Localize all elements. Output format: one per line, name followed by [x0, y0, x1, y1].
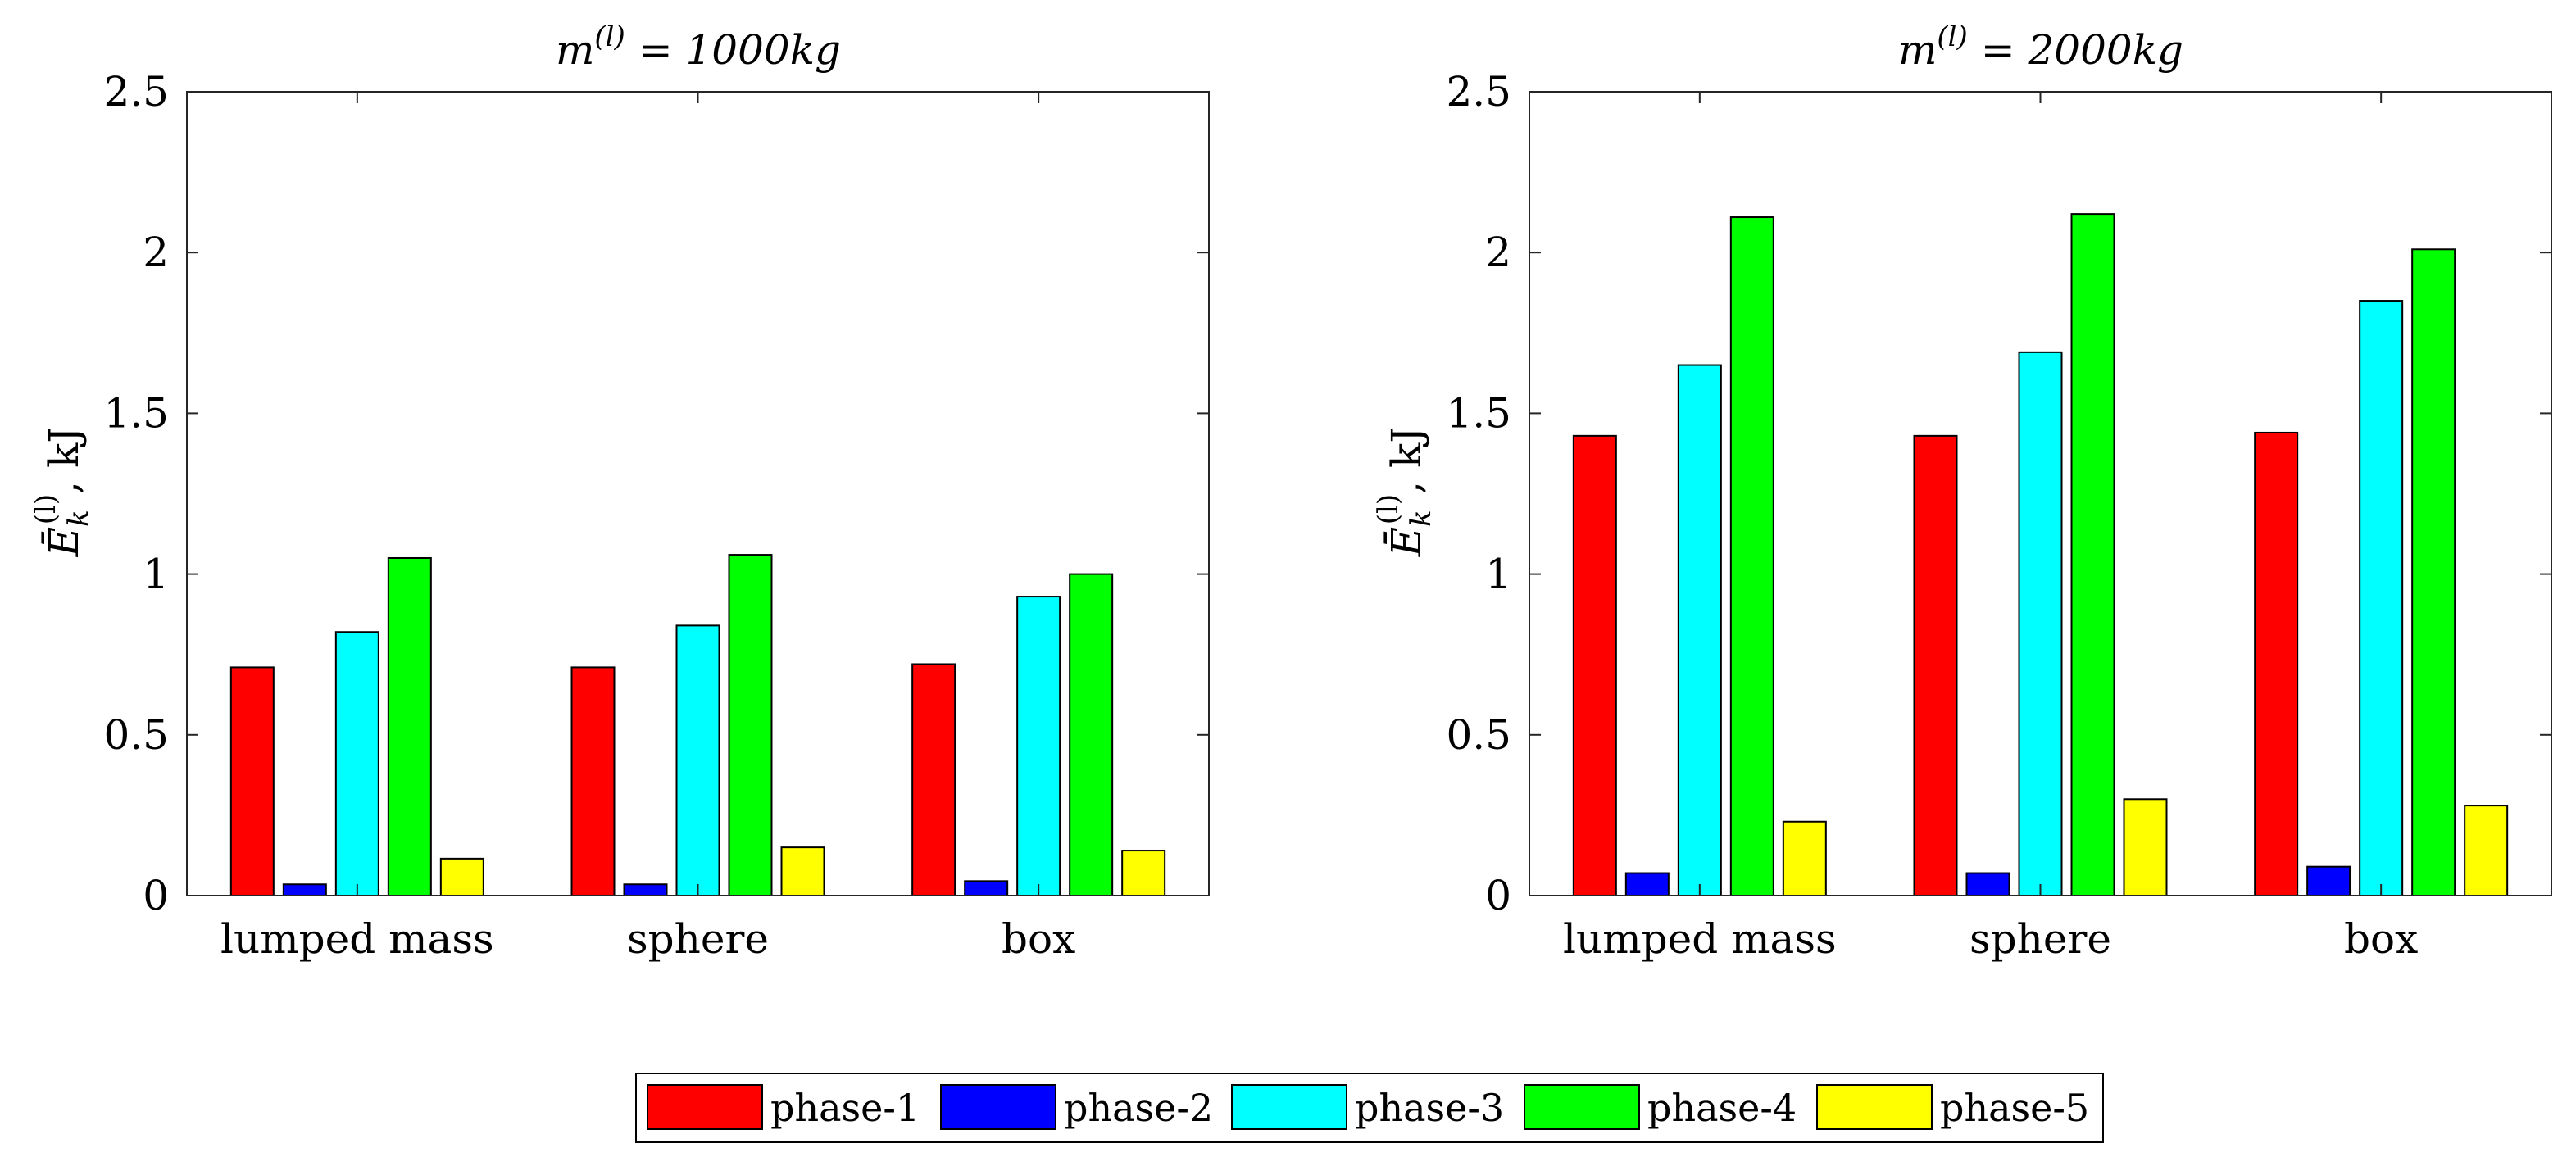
bar-phase-2-sphere — [1965, 872, 2010, 896]
bar-phase-4-sphere — [2070, 213, 2115, 896]
x-tick-label: box — [2344, 915, 2418, 963]
title-sup: (l) — [1937, 20, 1967, 53]
bar-phase-5-box — [1121, 850, 1166, 896]
axes: 0 0.5 1 1.5 2 2.5 lumped mass sphere box — [1446, 68, 2552, 963]
title-value: = 1000kg — [625, 26, 841, 74]
ylabel-symbol: Ē — [1383, 527, 1430, 558]
x-tick-label: lumped mass — [220, 915, 494, 963]
legend: phase-1 phase-2 phase-3 phase-4 phase-5 — [635, 1073, 2104, 1143]
x-tick-label: lumped mass — [1563, 915, 1837, 963]
legend-swatch-phase-3 — [1231, 1084, 1347, 1130]
y-tick-label: 2.5 — [1446, 68, 1511, 116]
chart-panel-2000kg: m(l) = 2000kg Ēk(l), kJ 00.511.522.5lump… — [1372, 20, 2552, 963]
ylabel-sub: k — [1405, 510, 1438, 527]
bar-phase-3-box — [2359, 300, 2404, 896]
x-tick-label: sphere — [627, 915, 769, 963]
y-axis-label: Ēk(l), kJ — [30, 427, 95, 558]
ylabel-symbol: Ē — [40, 527, 88, 558]
ylabel-unit: , kJ — [40, 427, 88, 494]
ylabel-sub: k — [62, 510, 95, 527]
bar-phase-3-lumped-mass — [334, 631, 379, 896]
bar-group — [229, 554, 1166, 897]
bar-phase-5-lumped-mass — [1782, 820, 1827, 896]
axes: 0 0.5 1 1.5 2 2.5 lumped mass sphere box — [103, 68, 1210, 963]
legend-swatch-phase-2 — [940, 1084, 1056, 1130]
bar-phase-5-box — [2464, 805, 2509, 896]
y-tick-label: 2 — [1485, 229, 1511, 276]
chart-panel-1000kg: m(l) = 1000kg Ēk(l), kJ 00.511.522.5lump… — [30, 20, 1210, 963]
chart-title: m(l) = 2000kg — [1898, 20, 2183, 74]
bar-phase-1-box — [2254, 431, 2299, 896]
bar-phase-2-box — [964, 880, 1009, 897]
x-tick-label: sphere — [1969, 915, 2111, 963]
y-tick-label: 1.5 — [1446, 389, 1511, 437]
y-tick-label: 0 — [143, 872, 169, 919]
ylabel-unit: , kJ — [1383, 427, 1430, 494]
bar-phase-4-box — [2411, 248, 2456, 896]
chart-title: m(l) = 1000kg — [556, 20, 841, 74]
bar-phase-4-sphere — [728, 554, 773, 897]
title-value: = 2000kg — [1968, 26, 2183, 74]
y-tick-label: 0.5 — [1446, 711, 1511, 759]
bar-phase-3-sphere — [675, 624, 720, 896]
y-tick-label: 1 — [1485, 551, 1511, 598]
y-tick-label: 1.5 — [103, 389, 169, 437]
title-sup: (l) — [594, 20, 625, 53]
legend-label-phase-5: phase-5 — [1940, 1086, 2089, 1130]
bar-phase-1-sphere — [1913, 434, 1958, 896]
y-tick-label: 2 — [143, 229, 169, 276]
bar-phase-3-box — [1016, 596, 1061, 896]
y-tick-label: 0.5 — [103, 711, 169, 759]
x-tick-label: box — [1002, 915, 1075, 963]
bar-phase-2-sphere — [623, 883, 668, 896]
y-tick-label: 2.5 — [103, 68, 169, 116]
bar-phase-3-lumped-mass — [1677, 364, 1722, 897]
bar-phase-4-box — [1069, 573, 1114, 896]
legend-label-phase-2: phase-2 — [1064, 1086, 1213, 1130]
title-var: m — [1898, 26, 1937, 74]
bar-phase-2-lumped-mass — [1624, 872, 1670, 896]
bar-phase-4-lumped-mass — [1729, 216, 1774, 896]
legend-swatch-phase-4 — [1524, 1084, 1640, 1130]
bar-phase-1-lumped-mass — [1572, 434, 1617, 896]
legend-swatch-phase-5 — [1816, 1084, 1933, 1130]
ylabel-sup: (l) — [30, 494, 62, 524]
bar-phase-4-lumped-mass — [387, 556, 432, 896]
ylabel-sup: (l) — [1372, 494, 1405, 524]
bar-phase-2-lumped-mass — [282, 883, 327, 896]
bar-phase-5-sphere — [2123, 798, 2168, 897]
bar-phase-2-box — [2306, 865, 2351, 896]
legend-label-phase-1: phase-1 — [770, 1086, 920, 1130]
y-axis-label: Ēk(l), kJ — [1372, 427, 1438, 558]
title-var: m — [556, 26, 594, 74]
legend-swatch-phase-1 — [647, 1084, 763, 1130]
bar-group — [1572, 213, 2509, 897]
y-tick-label: 0 — [1485, 872, 1511, 919]
bar-phase-5-sphere — [780, 846, 825, 897]
bar-phase-3-sphere — [2018, 351, 2063, 896]
y-tick-label: 1 — [143, 551, 169, 598]
bar-phase-5-lumped-mass — [439, 857, 484, 897]
bar-phase-1-lumped-mass — [229, 666, 275, 896]
bar-phase-1-box — [911, 663, 956, 896]
bar-phase-1-sphere — [570, 666, 616, 896]
legend-label-phase-3: phase-3 — [1355, 1086, 1504, 1130]
legend-label-phase-4: phase-4 — [1647, 1086, 1797, 1130]
